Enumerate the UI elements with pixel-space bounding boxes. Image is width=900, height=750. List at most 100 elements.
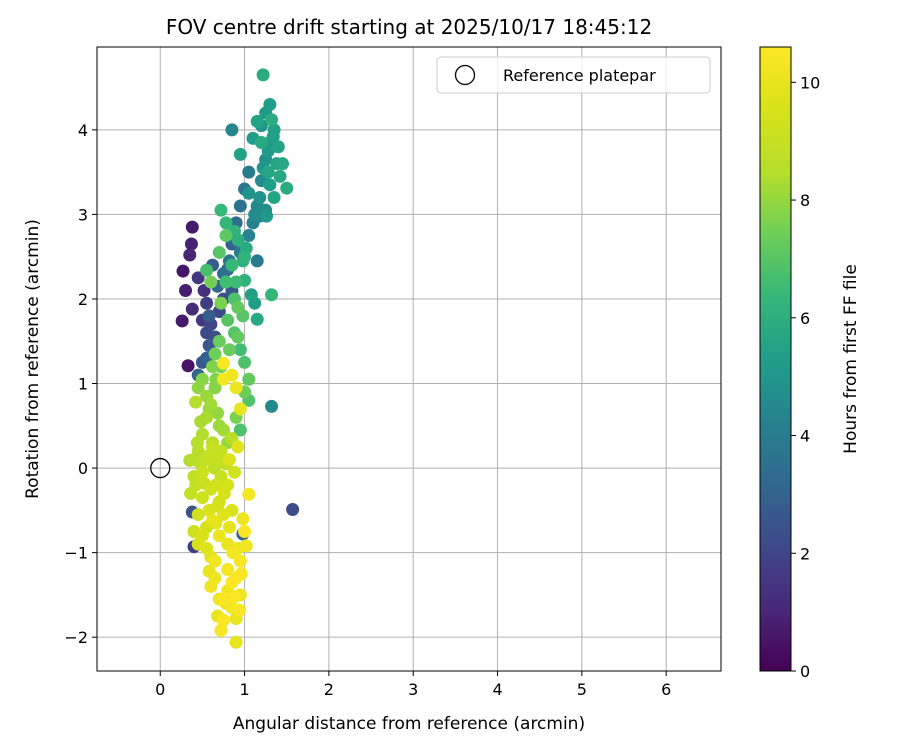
data-point [236, 512, 250, 526]
colorbar-gradient [759, 46, 792, 672]
x-tick-label: 6 [661, 680, 671, 699]
data-point [222, 453, 236, 467]
data-point [242, 372, 256, 386]
data-point [233, 603, 247, 617]
y-axis-label: Rotation from reference (arcmin) [23, 219, 43, 499]
data-point [238, 355, 252, 369]
plot-frame [96, 46, 722, 672]
data-point [238, 250, 252, 264]
legend: Reference platepar [436, 56, 711, 94]
data-point [219, 229, 233, 243]
data-point [233, 147, 247, 161]
data-point [233, 554, 247, 568]
x-tick-label: 4 [492, 680, 502, 699]
data-point [276, 157, 290, 171]
data-point [253, 191, 267, 205]
data-point [226, 546, 240, 560]
x-axis-ticks: 0 1 2 3 4 5 6 [155, 671, 671, 699]
data-point [229, 635, 243, 649]
data-point [271, 140, 285, 154]
data-point [265, 288, 279, 302]
data-point [239, 539, 253, 553]
data-point [261, 165, 275, 179]
data-point [233, 343, 247, 357]
data-point [216, 423, 230, 437]
data-point [212, 529, 226, 543]
chart-title: FOV centre drift starting at 2025/10/17 … [166, 15, 652, 39]
data-point [214, 623, 228, 637]
data-point [227, 590, 241, 604]
data-point [202, 448, 216, 462]
x-tick-label: 0 [155, 680, 165, 699]
data-point [216, 592, 230, 606]
data-point [227, 465, 241, 479]
data-point [248, 207, 262, 221]
data-point [250, 114, 264, 128]
data-point [202, 503, 216, 517]
plot-area [96, 46, 722, 672]
data-point [219, 275, 233, 289]
data-point [200, 296, 214, 310]
data-point [233, 423, 247, 437]
data-point [194, 415, 208, 429]
data-point [286, 503, 300, 517]
reference-marker-group [150, 457, 171, 479]
y-tick-label: 1 [78, 375, 88, 394]
data-point [221, 563, 235, 577]
data-point [208, 381, 222, 395]
data-point [195, 491, 209, 505]
data-point [263, 97, 277, 111]
data-point [217, 486, 231, 500]
data-point [256, 68, 270, 82]
data-point [259, 209, 273, 223]
data-point [265, 399, 279, 413]
colorbar-label: Hours from first FF file [841, 264, 861, 454]
x-axis-label: Angular distance from reference (arcmin) [233, 714, 585, 734]
colorbar: 0 2 4 6 8 10 Hours from first FF file [759, 46, 861, 681]
data-point [204, 275, 218, 289]
data-point [225, 575, 239, 589]
data-point [242, 186, 256, 200]
data-point [189, 395, 203, 409]
colorbar-tick-label: 6 [800, 309, 810, 328]
data-point [181, 359, 195, 373]
data-point [280, 181, 294, 195]
data-point [204, 579, 218, 593]
data-point [222, 520, 236, 534]
x-tick-label: 3 [408, 680, 418, 699]
data-point [221, 313, 235, 327]
data-point [176, 264, 190, 278]
data-point [216, 613, 230, 627]
data-point [216, 356, 230, 370]
data-point [208, 554, 222, 568]
data-point [231, 330, 245, 344]
data-point [266, 130, 280, 144]
data-point [212, 334, 226, 348]
data-point [265, 113, 279, 127]
data-point [273, 169, 287, 183]
x-tick-label: 1 [239, 680, 249, 699]
colorbar-tick-label: 8 [800, 191, 810, 210]
data-point [191, 271, 205, 285]
colorbar-tick-label: 2 [800, 544, 810, 563]
data-point [225, 123, 239, 137]
data-point [184, 486, 198, 500]
data-point [185, 220, 199, 234]
x-tick-label: 5 [577, 680, 587, 699]
data-point [185, 302, 199, 316]
data-point [267, 191, 281, 205]
data-point [250, 312, 264, 326]
data-point [254, 136, 268, 150]
data-point [209, 478, 223, 492]
data-point [231, 440, 245, 454]
data-point [250, 254, 264, 268]
legend-reference-label: Reference platepar [503, 66, 656, 85]
data-point [229, 381, 243, 395]
y-tick-label: 2 [78, 290, 88, 309]
data-point [242, 165, 256, 179]
data-point [212, 453, 226, 467]
data-point [191, 508, 205, 522]
y-tick-label: 3 [78, 205, 88, 224]
data-point [191, 381, 205, 395]
